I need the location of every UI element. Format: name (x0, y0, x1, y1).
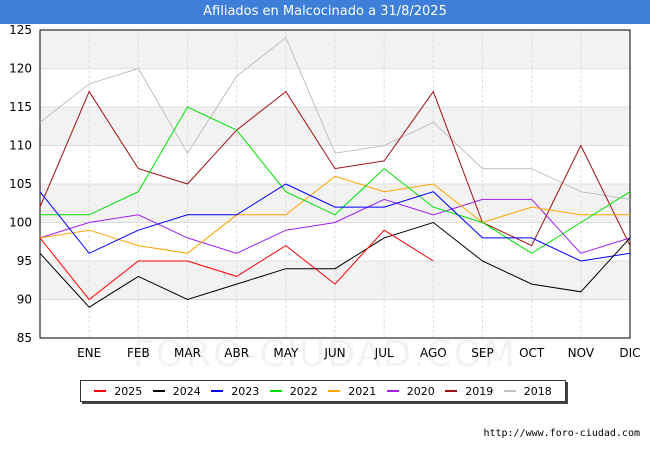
legend: 2025 2024 2023 2022 2021 2020 2019 2018 (80, 380, 566, 402)
legend-item-2025: 2025 (94, 385, 142, 398)
y-tick-label: 105 (9, 177, 32, 191)
legend-item-2019: 2019 (445, 385, 493, 398)
legend-label: 2019 (465, 384, 494, 398)
x-tick-label: JUL (374, 346, 394, 360)
x-tick-label: NOV (568, 346, 595, 360)
footer-url: http://www.foro-ciudad.com (483, 428, 640, 439)
series-line-2025 (39, 229, 434, 301)
legend-item-2024: 2024 (152, 384, 201, 398)
y-tick-label: 120 (9, 62, 32, 76)
series-line-2024 (39, 221, 631, 308)
x-tick-label: ABR (224, 346, 249, 360)
legend-item-2020: 2020 (386, 384, 435, 398)
series-line-2019 (39, 90, 631, 247)
y-tick-label: 115 (9, 100, 32, 114)
y-tick-label: 90 (17, 293, 32, 307)
legend-swatch (328, 390, 341, 392)
y-tick-label: 125 (9, 24, 32, 37)
chart-title: Afiliados en Malcocinado a 31/8/2025 (0, 0, 650, 24)
series-line-2022 (40, 106, 631, 254)
x-tick-label: MAR (174, 346, 201, 360)
legend-item-2023: 2023 (211, 385, 259, 398)
x-tick-label: OCT (519, 346, 545, 360)
x-tick-label: FEB (127, 346, 150, 360)
series-line-2018 (39, 36, 631, 200)
x-tick-label: MAY (273, 346, 299, 360)
legend-item-2021: 2021 (328, 385, 376, 398)
series-line-2020 (39, 198, 631, 254)
x-tick-label: ENE (77, 346, 101, 360)
legend-item-2018: 2018 (503, 384, 552, 398)
legend-label: 2022 (289, 384, 318, 398)
legend-swatch (152, 390, 165, 392)
legend-item-2022: 2022 (269, 384, 318, 398)
legend-label: 2025 (114, 384, 143, 398)
plot-border (39, 29, 631, 339)
y-tick-label: 85 (17, 331, 32, 345)
series-line-2023 (39, 183, 631, 262)
legend-swatch (503, 390, 516, 392)
legend-swatch (445, 390, 458, 392)
x-tick-label: AGO (420, 346, 447, 360)
legend-swatch (386, 390, 399, 392)
legend-swatch (211, 390, 224, 392)
legend-label: 2018 (523, 384, 552, 398)
legend-label: 2020 (406, 384, 435, 398)
x-tick-label: JUN (323, 346, 345, 360)
x-tick-label: DIC (619, 346, 640, 360)
watermark: FORO-CIUDAD.COM (133, 334, 517, 375)
legend-label: 2024 (172, 384, 201, 398)
y-tick-label: 110 (9, 139, 32, 153)
y-tick-label: 95 (17, 254, 32, 268)
legend-swatch (94, 390, 107, 392)
legend-label: 2021 (348, 384, 377, 398)
line-chart: 85 90 95 100 105 110 115 120 125 ENE FEB MAR ABR MAY J… (9, 24, 640, 360)
legend-swatch (269, 390, 282, 392)
y-tick-label: 100 (9, 216, 32, 230)
legend-label: 2023 (231, 384, 260, 398)
x-tick-label: SEP (471, 346, 493, 360)
series-line-2021 (39, 175, 630, 254)
